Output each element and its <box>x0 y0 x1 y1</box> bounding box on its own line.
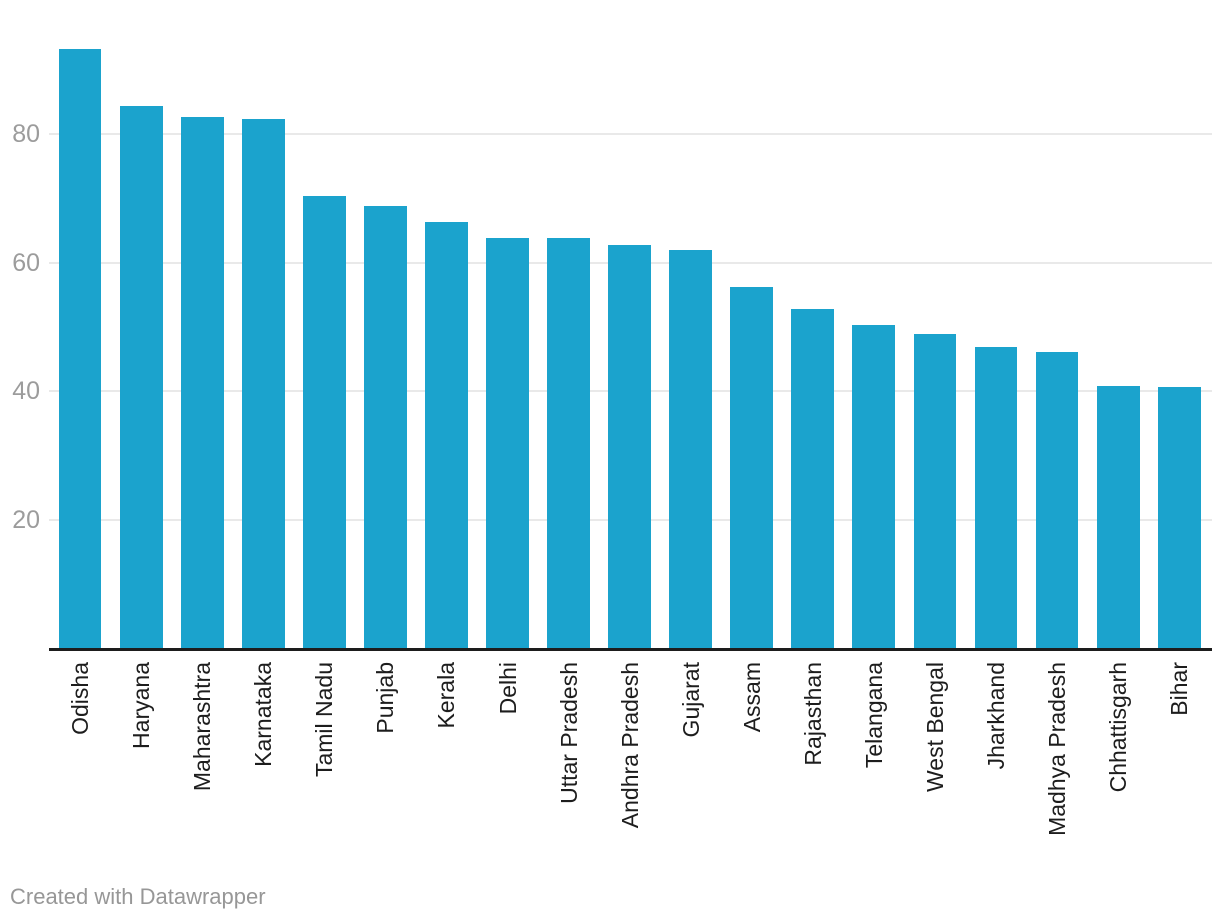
bar-jharkhand[interactable] <box>974 347 1018 648</box>
bar-west-bengal[interactable] <box>913 333 957 648</box>
bar-bihar[interactable] <box>1157 387 1201 648</box>
x-axis-label: Telangana <box>860 662 887 769</box>
x-axis-label: Assam <box>738 662 765 733</box>
x-axis-line <box>49 648 1212 651</box>
bar-maharashtra[interactable] <box>180 117 224 648</box>
bar-gujarat[interactable] <box>669 249 713 648</box>
bar-telangana[interactable] <box>852 324 896 648</box>
x-axis-label: Chhattisgarh <box>1105 662 1132 793</box>
bar-assam[interactable] <box>730 286 774 648</box>
x-axis-label: Haryana <box>128 662 155 749</box>
y-axis-tick-label: 20 <box>12 505 40 534</box>
x-axis-label: Gujarat <box>677 662 704 738</box>
datawrapper-credit-link[interactable]: Created with Datawrapper <box>10 884 266 909</box>
x-axis-label: Delhi <box>494 662 521 715</box>
x-axis-label: Odisha <box>67 662 94 735</box>
bar-rajasthan[interactable] <box>791 309 835 648</box>
bar-karnataka[interactable] <box>241 119 285 648</box>
x-axis-label: Bihar <box>1166 662 1193 716</box>
x-axis-label: Uttar Pradesh <box>555 662 582 804</box>
x-axis-label: Maharashtra <box>189 662 216 792</box>
x-axis-label: Jharkhand <box>983 662 1009 770</box>
bar-haryana[interactable] <box>119 105 163 648</box>
bar-delhi[interactable] <box>486 238 529 648</box>
x-axis-label: Madhya Pradesh <box>1044 662 1071 836</box>
bar-madhya-pradesh[interactable] <box>1035 352 1079 648</box>
x-axis-label: Tamil Nadu <box>311 662 338 778</box>
bar-punjab[interactable] <box>364 205 407 648</box>
bar-tamil-nadu[interactable] <box>302 196 346 648</box>
x-axis-label: Karnataka <box>250 662 277 767</box>
y-axis-tick-label: 60 <box>12 248 40 277</box>
y-axis-tick-label: 40 <box>12 377 40 405</box>
bar-chhattisgarh[interactable] <box>1096 385 1140 648</box>
bar-odisha[interactable] <box>58 48 102 648</box>
x-axis-label: West Bengal <box>921 662 948 792</box>
y-axis-tick-label: 80 <box>12 120 40 148</box>
bar-uttar-pradesh[interactable] <box>547 238 590 648</box>
gridline <box>49 133 1212 135</box>
x-axis-label: Punjab <box>372 662 399 734</box>
x-axis-label: Rajasthan <box>799 662 826 766</box>
bar-kerala[interactable] <box>425 222 468 648</box>
x-axis-label: Kerala <box>433 662 460 729</box>
bar-andhra-pradesh[interactable] <box>608 245 652 648</box>
x-axis-label: Andhra Pradesh <box>616 662 643 829</box>
